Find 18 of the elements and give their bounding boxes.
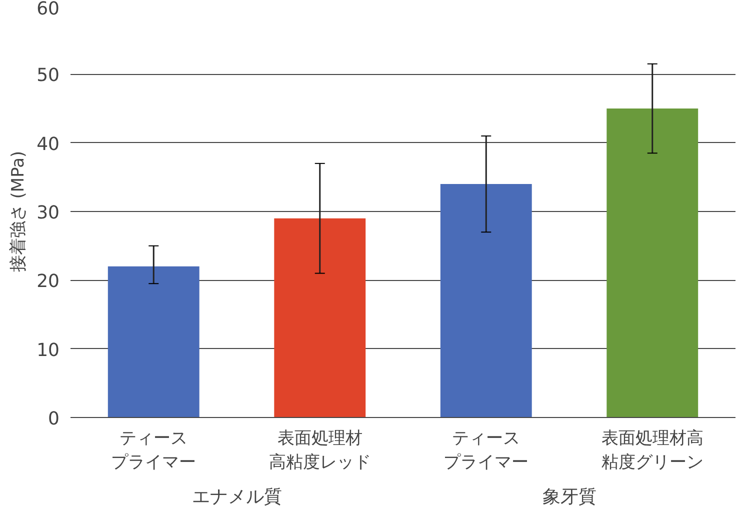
- y-tick-label: 50: [36, 65, 60, 86]
- bar: [606, 108, 698, 418]
- y-axis-title: 接着強さ (MPa): [8, 150, 29, 272]
- y-tick-label: 10: [36, 340, 60, 361]
- text: 象牙質: [542, 486, 596, 508]
- bar: [274, 218, 366, 418]
- x-tick-label: 表面処理材高粘度レッド: [268, 428, 371, 472]
- text: エナメル質: [192, 486, 282, 508]
- x-tick-label: ティースプライマー: [111, 428, 196, 472]
- bar: [440, 184, 532, 418]
- y-tick-label: 0: [48, 408, 60, 430]
- y-tick-label: 40: [36, 134, 60, 155]
- y-tick-label: 30: [36, 202, 60, 224]
- x-tick-label: 表面処理材高粘度グリーン: [601, 428, 704, 472]
- x-tick-label: ティースプライマー: [444, 428, 529, 472]
- bar: [108, 266, 200, 418]
- y-tick-label: 60: [36, 0, 60, 20]
- y-tick-label: 20: [36, 271, 60, 292]
